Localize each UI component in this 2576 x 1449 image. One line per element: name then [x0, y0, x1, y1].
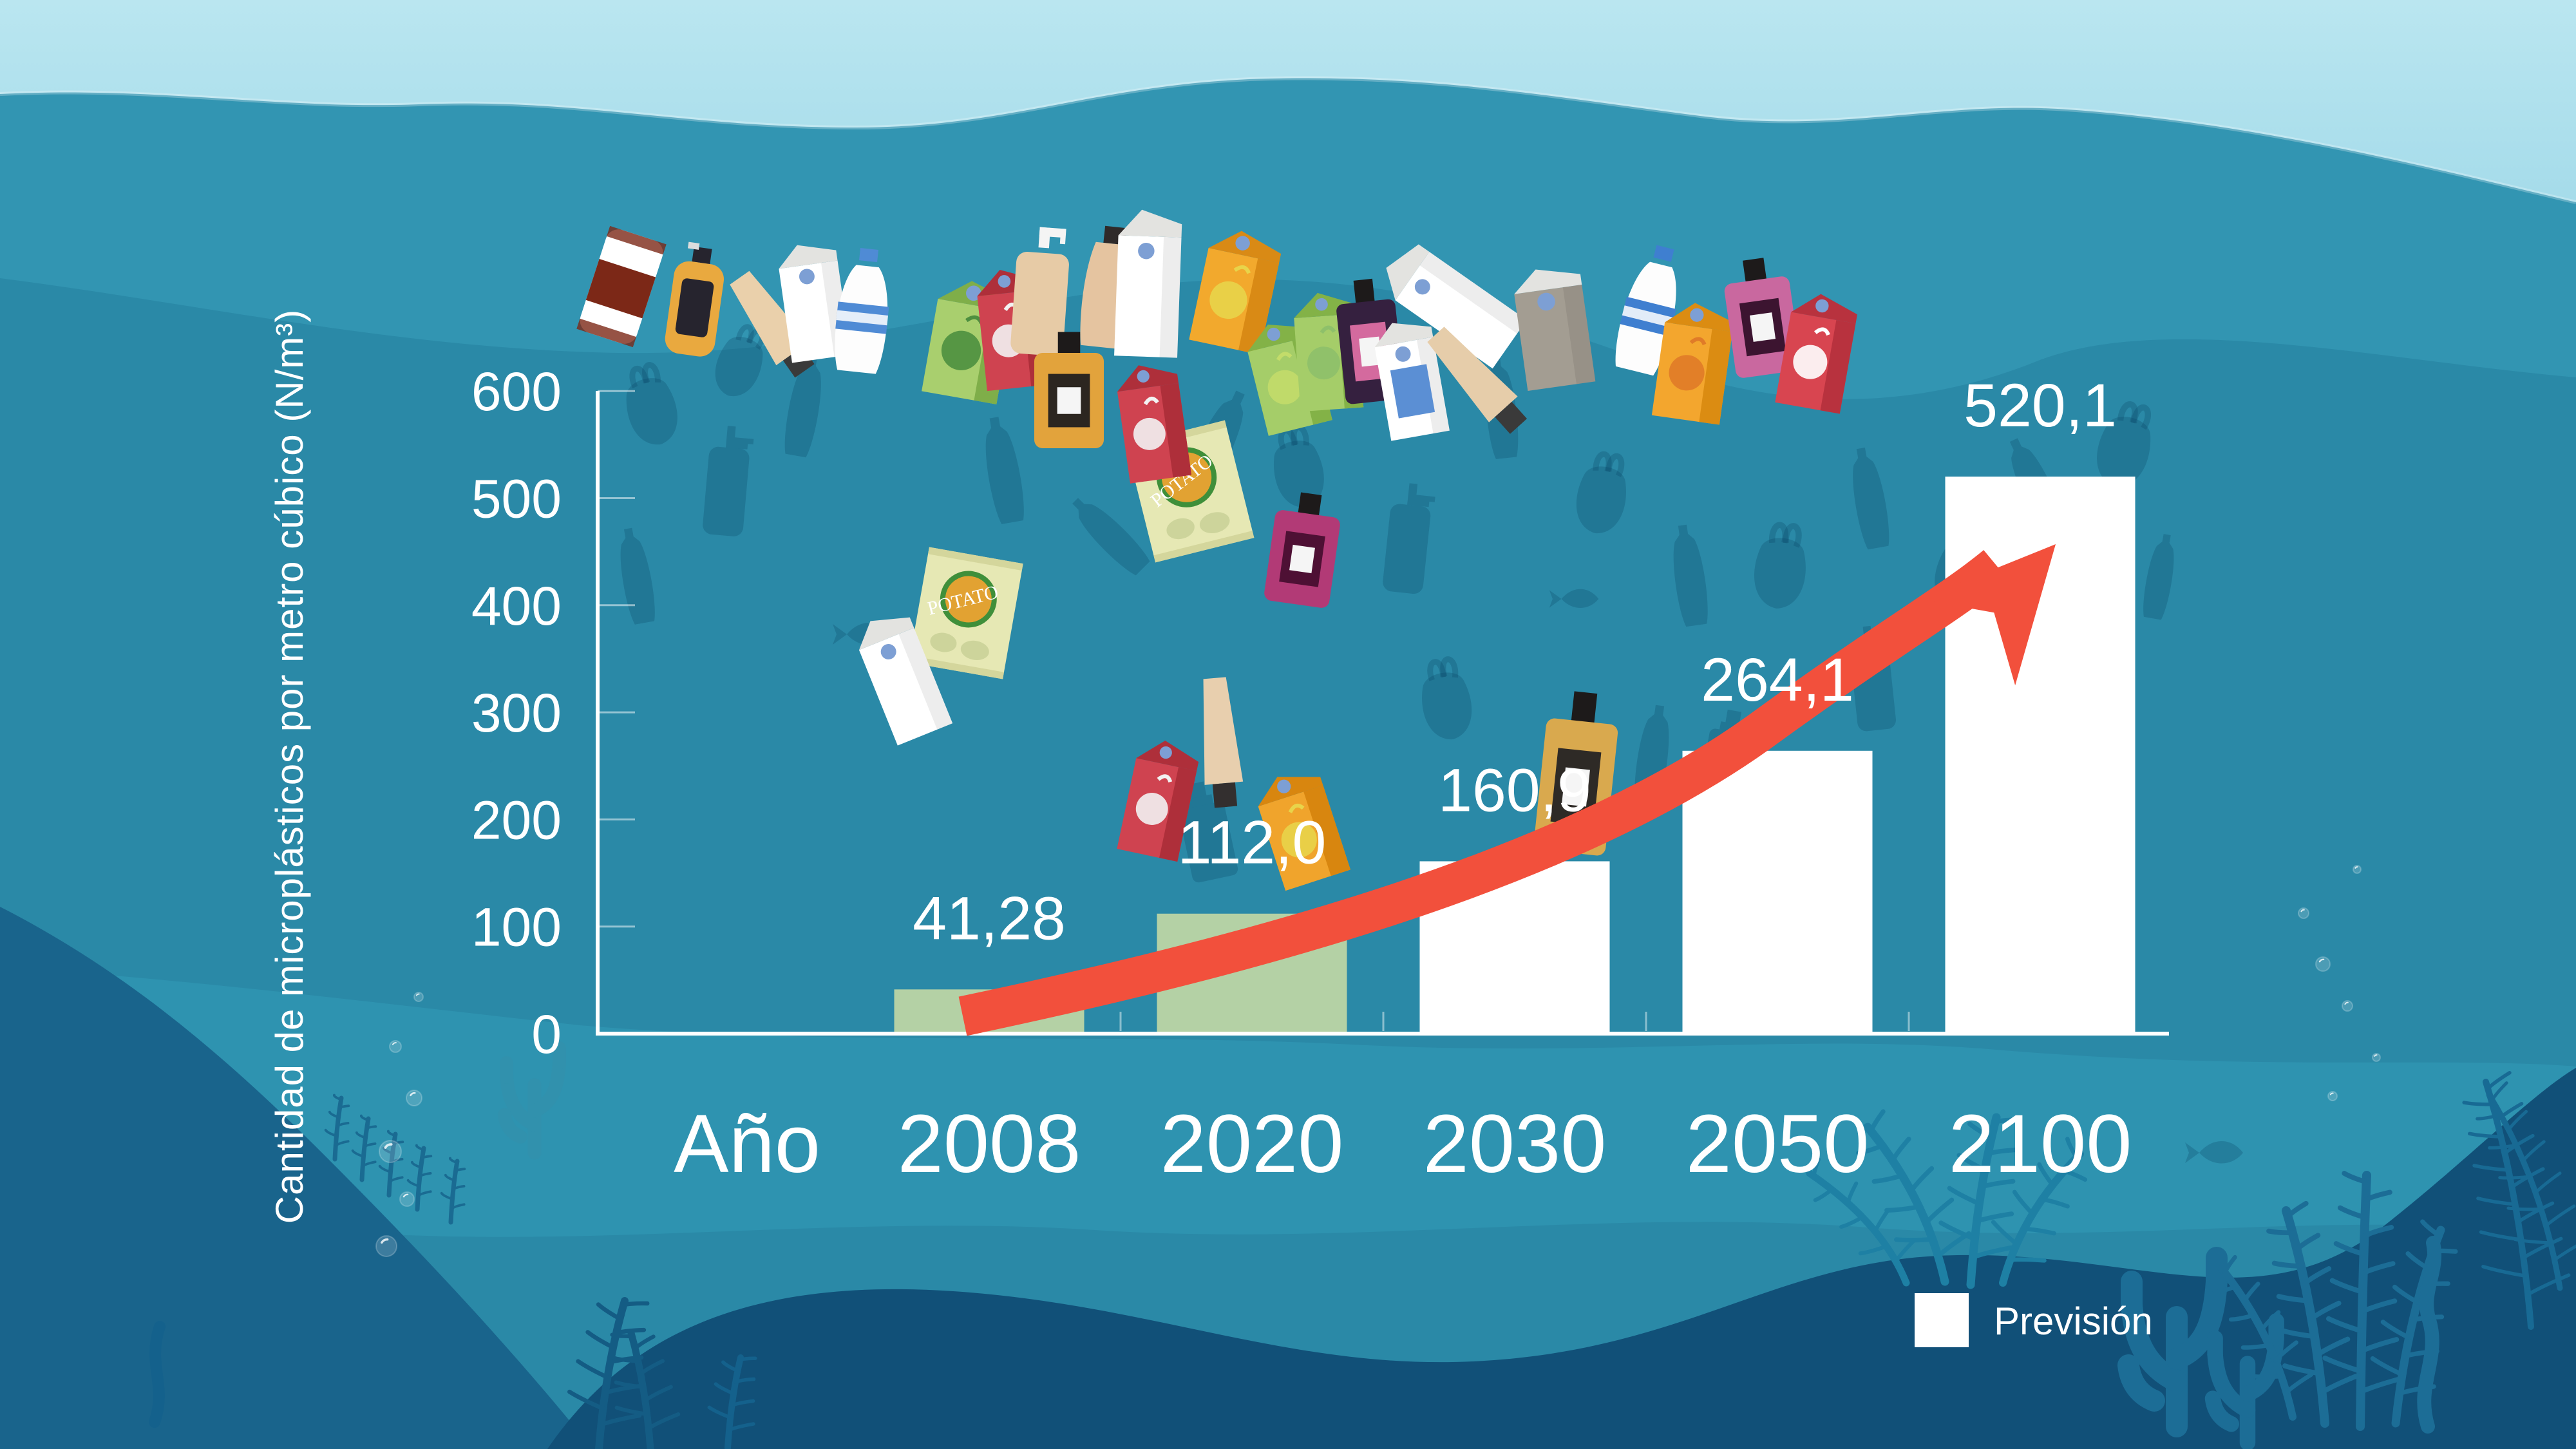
bar-value-label: 112,0: [1178, 809, 1327, 877]
x-category-label: 2008: [898, 1098, 1081, 1190]
bar-value-label: 41,28: [913, 884, 1066, 952]
y-tick-label: 0: [531, 1004, 562, 1065]
x-axis-title: Año: [674, 1098, 820, 1190]
y-tick-label: 200: [471, 790, 562, 850]
bubbles: [375, 865, 2381, 1257]
y-tick-label: 600: [471, 361, 562, 422]
seafloor-hill-left: [0, 907, 592, 1449]
x-category-label: 2050: [1686, 1098, 1870, 1190]
trend-arrow: [958, 544, 2056, 1036]
y-axis-title: Cantidad de microplásticos por metro cúb…: [268, 309, 311, 1224]
x-category-label: 2020: [1160, 1098, 1344, 1190]
bar-2050: [1682, 750, 1873, 1034]
y-tick-label: 100: [471, 897, 562, 958]
floating-plastic-debris: POTATO POTATO: [576, 209, 2243, 1164]
y-tick-label: 500: [471, 469, 562, 529]
bar-value-label: 520,1: [1964, 372, 2117, 440]
chart-labels: 0 100 200 300 400 500 600 41,28 2008 112,0 2020 160…: [471, 361, 2132, 1190]
surface-sheen: [0, 76, 2576, 204]
y-tick-label: 300: [471, 683, 562, 743]
seafloor-hill-navy: [547, 1068, 2576, 1449]
x-category-label: 2030: [1423, 1098, 1607, 1190]
y-tick-label: 400: [471, 576, 562, 636]
bar-value-label: 160,9: [1438, 756, 1591, 824]
seaweed-coral-silhouettes: [149, 1041, 2576, 1449]
legend-label: Previsión: [1994, 1300, 2153, 1343]
x-category-label: 2100: [1949, 1098, 2132, 1190]
bar-value-label: 264,1: [1701, 646, 1854, 714]
legend-swatch-forecast: [1915, 1293, 1969, 1347]
bar-chart: [596, 390, 2169, 1036]
legend: Previsión: [1915, 1293, 2153, 1347]
